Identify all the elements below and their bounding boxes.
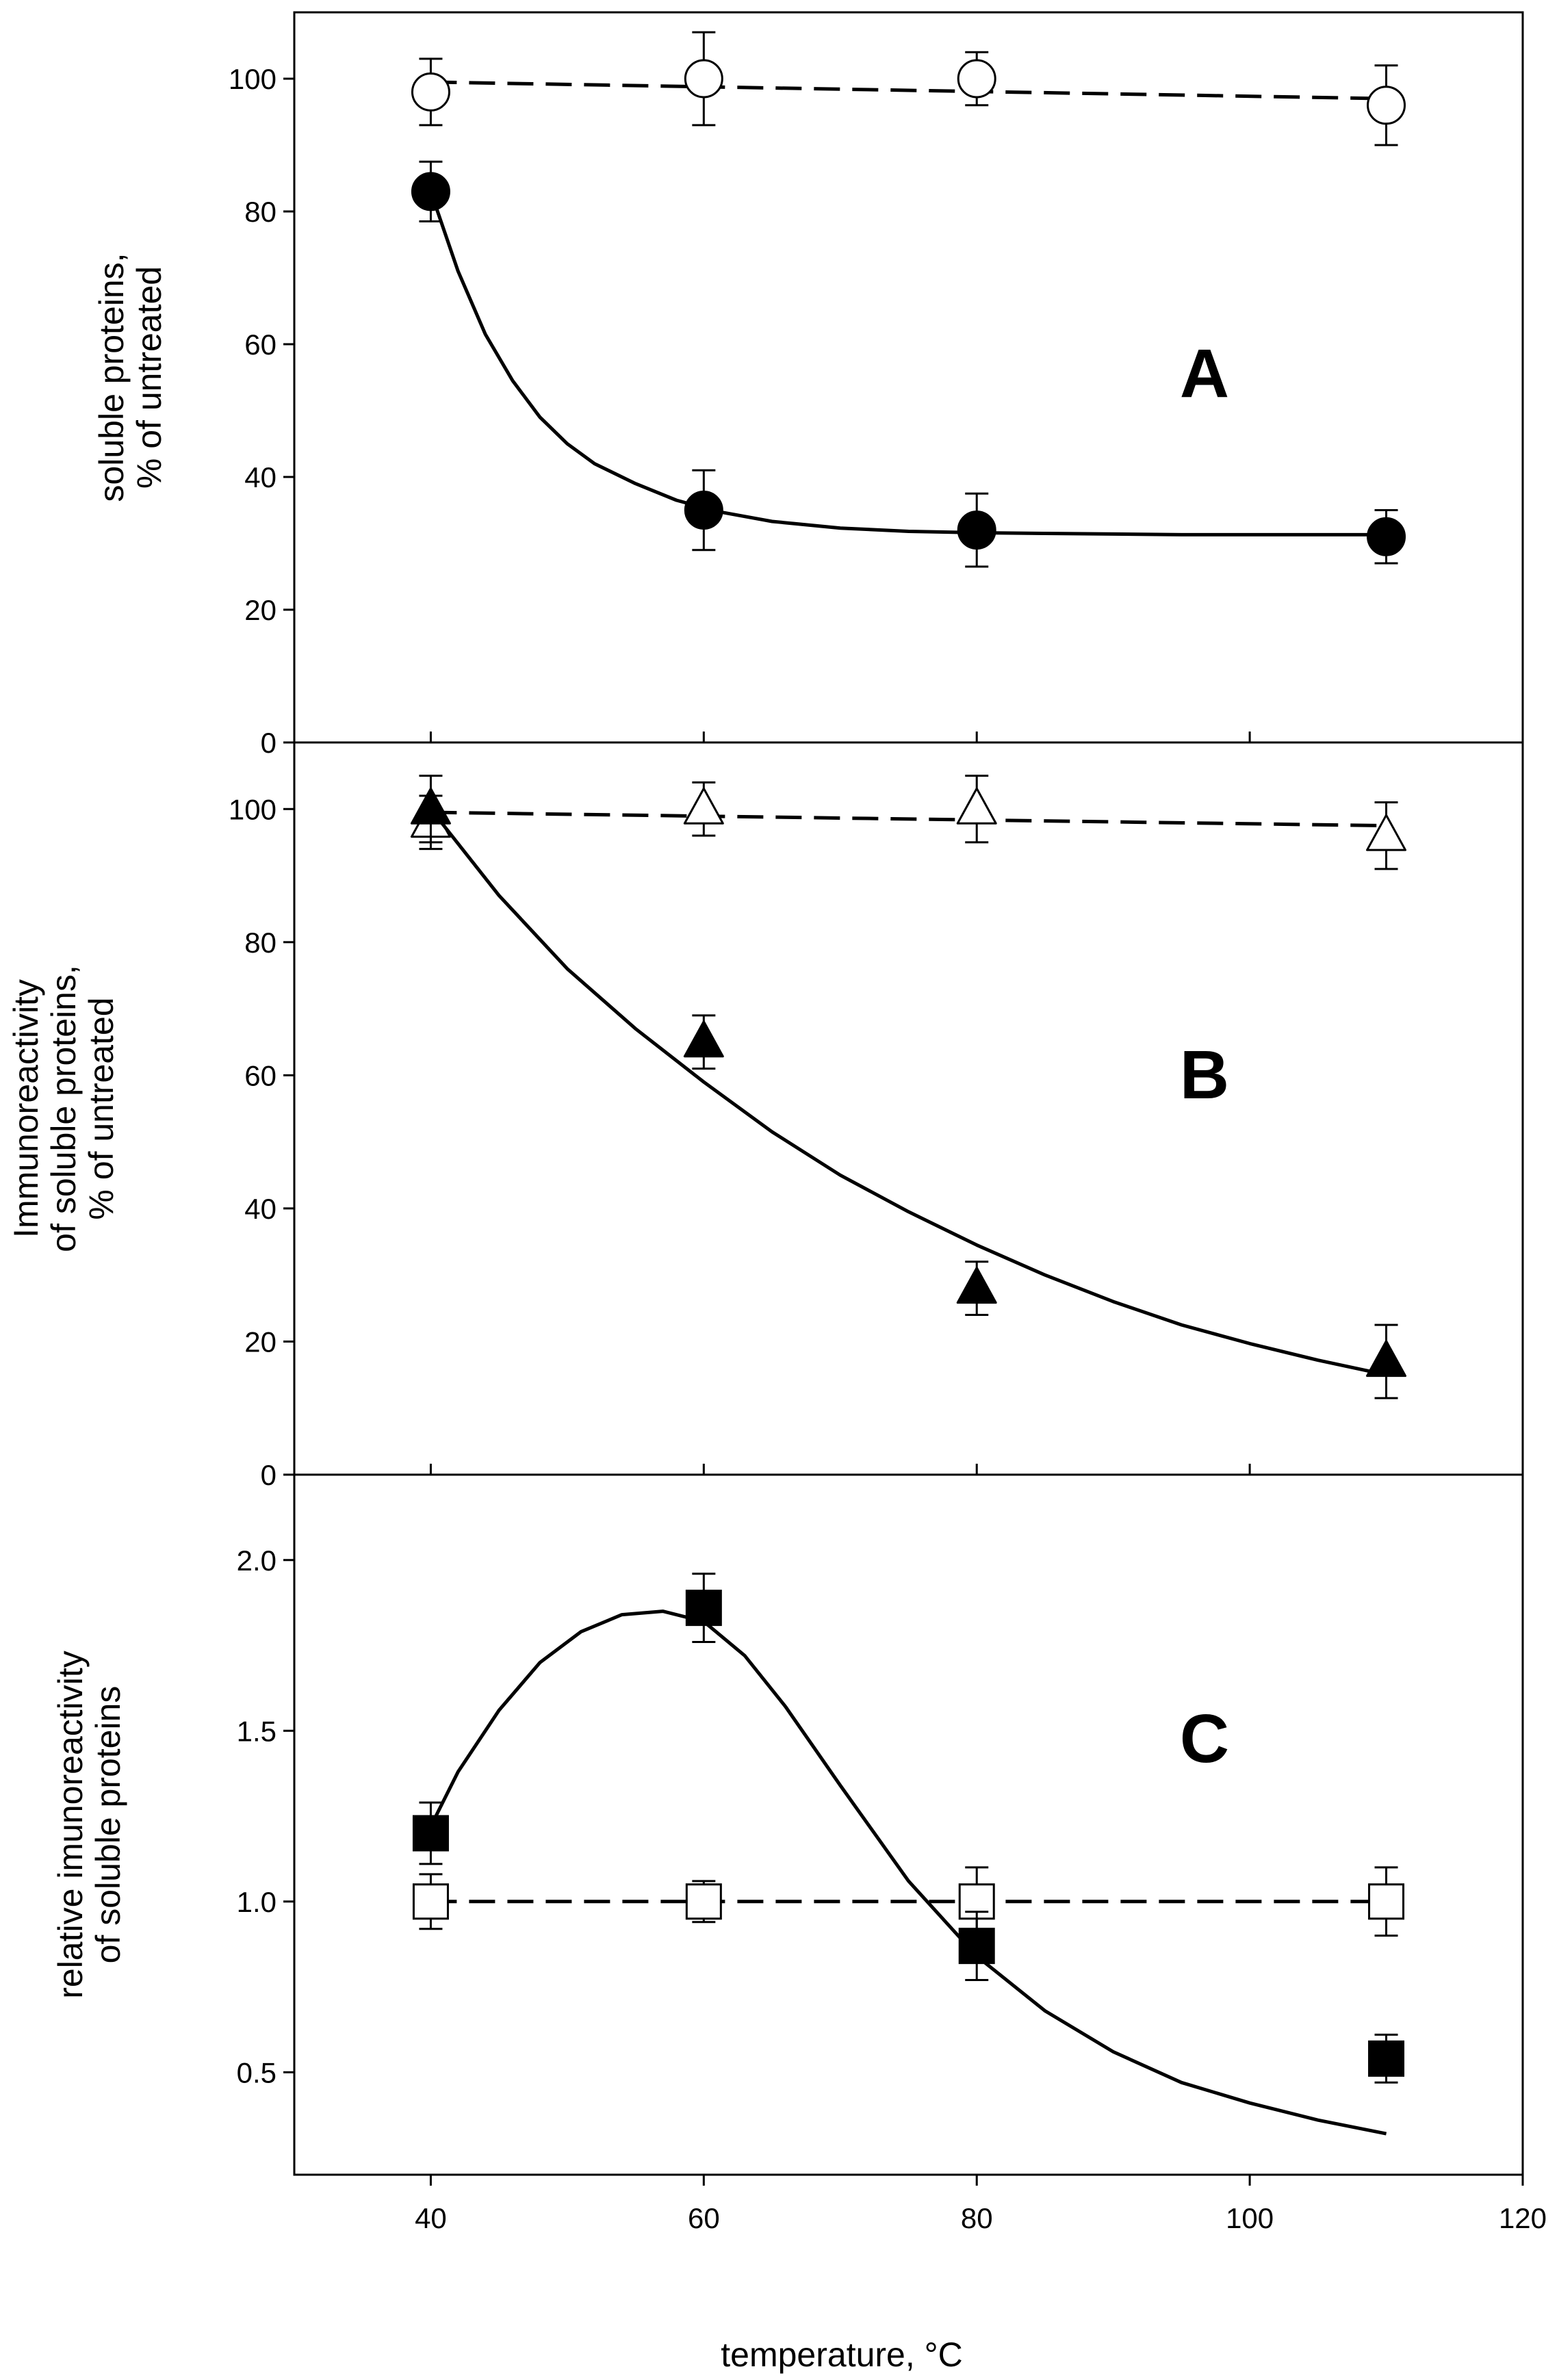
panel-a-frame [293, 11, 1524, 744]
x-axis-title: temperature, °C [721, 2336, 962, 2374]
panel-a-y-tick-label: 0 [261, 727, 276, 759]
panel-b-untreated-triangle-point [956, 787, 997, 825]
panel-a-y-tick-label: 100 [229, 63, 276, 95]
x-tick-label: 60 [688, 2202, 720, 2234]
panel-c-y-tick-label: 1.0 [237, 1886, 276, 1918]
panel-b-y-tick-label: 0 [261, 1459, 276, 1491]
panel-c-y-axis-title: relative imunoreactivity [51, 1651, 90, 1999]
panel-b-label: B [1180, 1037, 1229, 1113]
panel-c-treated-square-point [958, 1928, 995, 1965]
panel-b-y-tick-label: 20 [244, 1325, 276, 1358]
panel-a-treated-circle-point [1367, 517, 1406, 556]
panel-b-untreated-triangle-point [1366, 814, 1407, 851]
panel-c-y-tick-label: 2.0 [237, 1544, 276, 1577]
panel-c-treated-square-point [1368, 2040, 1405, 2077]
panel-a-y-tick-label: 80 [244, 196, 276, 228]
panel-a-untreated-fit-line [430, 80, 1387, 101]
panel-b-y-tick-label: 40 [244, 1193, 276, 1225]
text-layer: temperature, °C 0 20 40 60 80 100 soluble prot… [7, 63, 1547, 2374]
panel-c-untreated-square-point [412, 1883, 449, 1920]
panel-b-y-tick-label: 60 [244, 1059, 276, 1091]
panel-a-y-tick-label: 20 [244, 594, 276, 626]
data-layer [410, 31, 1407, 2136]
panel-c-treated-fit-line [429, 1609, 1387, 2136]
panel-a-y-tick-label: 40 [244, 461, 276, 493]
panel-frames [283, 11, 1524, 2186]
x-tick-label: 80 [961, 2202, 993, 2234]
panel-a-untreated-circle-point [1367, 86, 1406, 125]
panel-a-treated-circle-point [684, 491, 723, 530]
panel-b-y-axis-title: Immunoreactivity [7, 979, 45, 1238]
panel-c-treated-square-point [685, 1590, 722, 1627]
panel-a-untreated-circle-point [411, 72, 450, 112]
panel-b-treated-fit-line [429, 807, 1387, 1377]
panel-c-treated-square-point [412, 1815, 449, 1852]
panel-b-y-axis-title: of soluble proteins, [44, 965, 83, 1252]
panel-a-y-axis-title: % of untreated [130, 266, 168, 489]
panel-c-frame [293, 1473, 1524, 2176]
panel-b-treated-triangle-point [956, 1267, 997, 1304]
panel-c-y-tick-label: 1.5 [237, 1715, 276, 1747]
panel-b-y-tick-label: 80 [244, 927, 276, 959]
panel-b-y-tick-label: 100 [229, 793, 276, 825]
panel-a-untreated-circle-point [684, 59, 723, 99]
panel-c-y-tick-label: 0.5 [237, 2056, 276, 2088]
panel-b-treated-triangle-point [410, 787, 451, 825]
x-tick-label: 40 [415, 2202, 447, 2234]
panel-c-y-axis-title: of soluble proteins [89, 1686, 127, 1964]
panel-b-untreated-triangle-point [683, 787, 724, 825]
x-tick-label: 100 [1226, 2202, 1274, 2234]
panel-a-treated-fit-line [429, 191, 1387, 536]
panel-a-y-axis-title: soluble proteins, [92, 253, 131, 502]
panel-a-y-tick-label: 60 [244, 328, 276, 361]
panel-c-untreated-square-point [685, 1883, 722, 1920]
panel-b-treated-triangle-point [1366, 1340, 1407, 1377]
panel-a-untreated-circle-point [957, 59, 996, 99]
panel-b-y-axis-title: % of untreated [82, 997, 120, 1219]
panel-c-label: C [1180, 1700, 1229, 1777]
panel-b-treated-triangle-point [683, 1020, 724, 1058]
panel-a-treated-circle-point [411, 172, 450, 211]
panel-b-untreated-fit-line [430, 810, 1387, 828]
panel-a-label: A [1180, 335, 1229, 412]
panel-a-treated-circle-point [957, 510, 996, 550]
x-tick-label: 120 [1499, 2202, 1547, 2234]
panel-c-untreated-square-point [1368, 1883, 1405, 1920]
